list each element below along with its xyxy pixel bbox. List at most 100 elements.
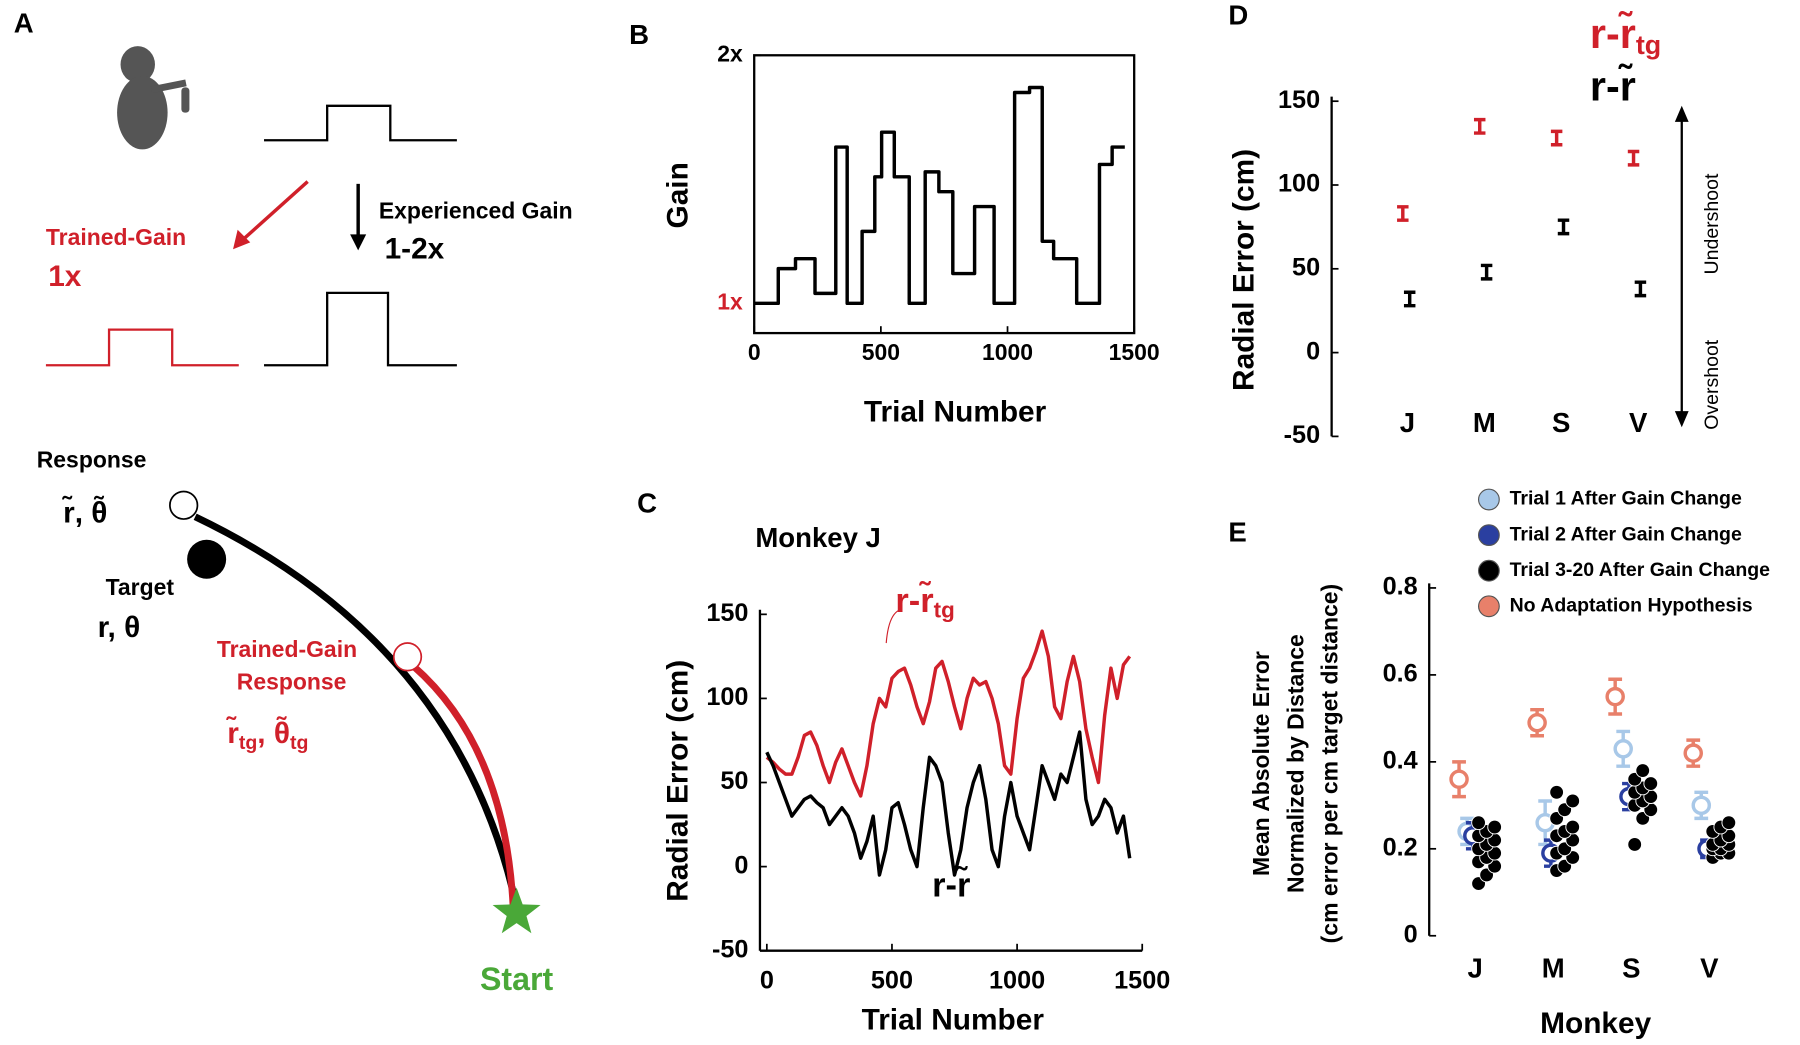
legend-label: Trial 3-20 After Gain Change bbox=[1510, 559, 1771, 581]
legend-swatch bbox=[1477, 559, 1500, 582]
y-tick-label: 50 bbox=[720, 767, 748, 795]
panel-a: A Experienced Gain 1-2x Trained-Gain 1x … bbox=[14, 8, 573, 997]
x-tick-label: 1500 bbox=[1109, 339, 1160, 365]
trained-range: 1x bbox=[48, 260, 82, 293]
response-point bbox=[169, 490, 199, 520]
error-bar bbox=[1557, 218, 1570, 236]
y-tick-label: 0.8 bbox=[1383, 573, 1418, 601]
error-bar bbox=[1397, 205, 1409, 222]
target-label: Target bbox=[106, 574, 175, 600]
error-bar bbox=[1627, 149, 1640, 167]
pulse-black bbox=[264, 291, 457, 367]
series-label: r-r̃ bbox=[1590, 64, 1636, 110]
black-arrowhead bbox=[350, 234, 367, 251]
data-marker bbox=[1683, 743, 1703, 763]
data-dot bbox=[1643, 776, 1659, 791]
y-tick-label: 150 bbox=[706, 599, 748, 627]
x-tick-label: S bbox=[1552, 407, 1570, 438]
y-axis-label: Radial Error (cm) bbox=[1227, 149, 1260, 391]
y-tick-label: -50 bbox=[712, 935, 748, 963]
y-tick-label: 0 bbox=[734, 851, 748, 879]
series-label: r-r̃ bbox=[932, 865, 970, 905]
trained-symbols: r̃tg, θ̃tg bbox=[226, 716, 309, 754]
legend-label: Trial 2 After Gain Change bbox=[1510, 523, 1742, 545]
response-path bbox=[193, 513, 520, 908]
start-star bbox=[492, 887, 541, 934]
y-tick-label: -50 bbox=[1284, 421, 1321, 449]
label-text: r-r̃ bbox=[895, 580, 933, 620]
error-bar bbox=[1403, 290, 1416, 308]
red-arrowhead bbox=[233, 229, 251, 250]
label-subscript: tg bbox=[1636, 30, 1661, 60]
data-dot bbox=[1549, 784, 1564, 800]
data-dot bbox=[1721, 815, 1737, 831]
data-dot bbox=[1487, 819, 1502, 835]
x-tick-label: V bbox=[1700, 952, 1719, 983]
target-symbols: r, θ bbox=[98, 611, 141, 644]
series-label: r-r̃tg bbox=[1590, 11, 1661, 61]
y-tick-label: 100 bbox=[1278, 170, 1320, 198]
experienced-range: 1-2x bbox=[385, 232, 445, 265]
data-line bbox=[754, 85, 1125, 306]
x-tick-label: 500 bbox=[862, 339, 900, 365]
data-line bbox=[765, 730, 1132, 877]
label-subscript: tg bbox=[934, 597, 955, 622]
legend-swatch bbox=[1477, 595, 1500, 618]
x-tick-label: 500 bbox=[871, 966, 913, 994]
data-dot bbox=[1635, 763, 1651, 778]
subscript: tg bbox=[290, 732, 308, 754]
error-bar bbox=[1473, 117, 1486, 135]
experienced-gain: Experienced Gain bbox=[379, 198, 573, 224]
symbol: r̃ bbox=[226, 716, 239, 750]
y-tick-label: 0 bbox=[1404, 920, 1418, 948]
x-tick-label: M bbox=[1542, 952, 1565, 983]
y-axis-label: Mean Absolute Error bbox=[1248, 651, 1274, 876]
leader-line bbox=[885, 609, 901, 644]
data-marker bbox=[1527, 712, 1547, 733]
monkey-icon bbox=[117, 46, 190, 150]
x-tick-label: 0 bbox=[760, 966, 774, 994]
y-axis-label: Radial Error (cm) bbox=[661, 660, 694, 902]
x-axis-label: Trial Number bbox=[864, 395, 1047, 428]
label-text: r-r̃ bbox=[1590, 11, 1636, 57]
target-point bbox=[187, 539, 227, 579]
panel-label: D bbox=[1228, 0, 1248, 31]
panel-label: C bbox=[637, 488, 657, 519]
x-tick-label: 1500 bbox=[1114, 966, 1170, 994]
data-marker bbox=[1613, 739, 1633, 759]
legend-swatch bbox=[1477, 488, 1500, 511]
x-tick-label: M bbox=[1473, 407, 1496, 438]
x-tick-label: J bbox=[1400, 407, 1415, 438]
panel-label: E bbox=[1228, 516, 1246, 547]
y-tick-label: 0.6 bbox=[1383, 660, 1418, 688]
red-arrow bbox=[239, 180, 309, 243]
y-tick-label: 1x bbox=[717, 288, 743, 314]
chart-title: Monkey J bbox=[755, 522, 881, 553]
label-text: r-r̃ bbox=[1590, 64, 1636, 110]
legend-label: Trial 1 After Gain Change bbox=[1510, 488, 1742, 510]
trained-point bbox=[392, 642, 423, 672]
x-tick-label: 1000 bbox=[982, 339, 1033, 365]
trained-gain: Trained-Gain bbox=[46, 224, 186, 250]
y-tick-label: 100 bbox=[706, 683, 748, 711]
y-tick-label: 0.2 bbox=[1383, 833, 1418, 861]
data-marker bbox=[1691, 795, 1712, 816]
data-marker bbox=[1449, 769, 1469, 789]
x-axis-label: Monkey bbox=[1540, 1007, 1651, 1040]
y-axis-label: (cm error per cm target distance) bbox=[1317, 584, 1343, 943]
label-text: r-r̃ bbox=[932, 865, 970, 905]
x-tick-label: 1000 bbox=[989, 966, 1045, 994]
y-tick-label: 0.4 bbox=[1383, 747, 1418, 775]
data-dot bbox=[1471, 815, 1486, 831]
data-line bbox=[765, 629, 1132, 798]
y-tick-label: 50 bbox=[1292, 253, 1320, 281]
pulse-top bbox=[264, 104, 457, 142]
series-label: r-r̃tg bbox=[895, 580, 954, 622]
pulse-red bbox=[45, 328, 239, 367]
data-dot bbox=[1627, 837, 1643, 852]
trained-path bbox=[410, 663, 517, 908]
y-tick-label: 0 bbox=[1306, 337, 1320, 365]
subscript: tg bbox=[239, 732, 257, 754]
data-dot bbox=[1565, 793, 1581, 809]
